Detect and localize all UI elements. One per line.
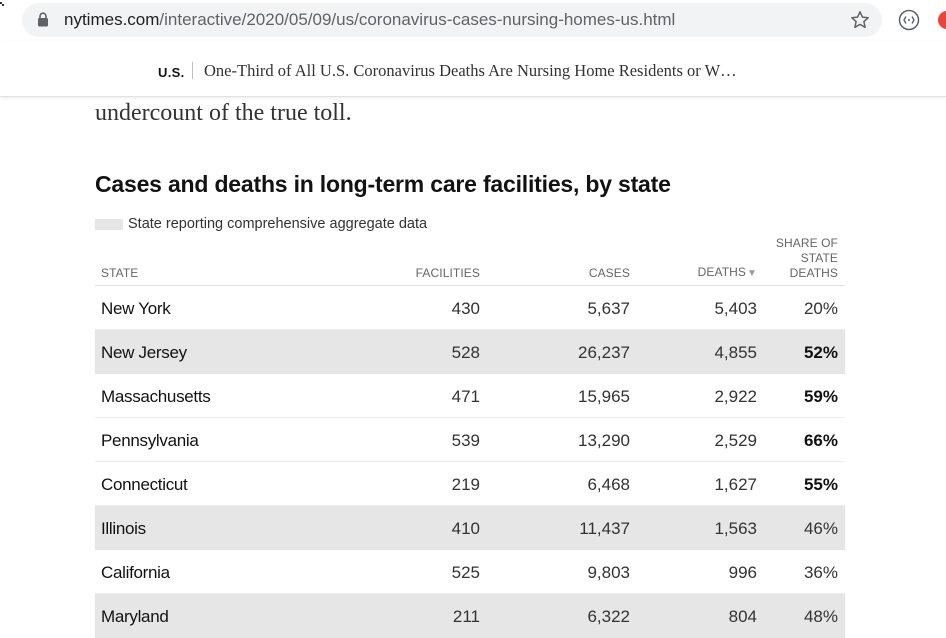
legend-swatch bbox=[95, 219, 123, 230]
url-text[interactable]: nytimes.com/interactive/2020/05/09/us/co… bbox=[64, 10, 675, 30]
table-row: Massachusetts 471 15,965 2,922 59% bbox=[95, 374, 845, 418]
cell-deaths: 5,403 bbox=[714, 299, 757, 318]
cell-share: 46% bbox=[803, 519, 838, 538]
cell-share: 48% bbox=[803, 607, 838, 626]
share-header-line3: DEATHS bbox=[789, 266, 838, 280]
url-path: /interactive/2020/05/09/us/coronavirus-c… bbox=[159, 10, 676, 29]
table-row: Maryland 211 6,322 804 48% bbox=[95, 594, 845, 638]
extension-icon[interactable] bbox=[898, 9, 920, 31]
column-header-state[interactable]: STATE bbox=[101, 266, 139, 280]
cell-cases: 13,290 bbox=[578, 431, 630, 450]
table-row: Illinois 410 11,437 1,563 46% bbox=[95, 506, 845, 550]
cell-cases: 6,322 bbox=[587, 607, 630, 626]
section-link[interactable]: U.S. bbox=[158, 65, 185, 80]
sort-down-icon: ▼ bbox=[747, 268, 757, 279]
table-row: New Jersey 528 26,237 4,855 52% bbox=[95, 330, 845, 374]
cell-deaths: 2,922 bbox=[714, 387, 757, 406]
nyt-sticky-header: U.S. One-Third of All U.S. Coronavirus D… bbox=[0, 41, 946, 97]
cell-facilities: 211 bbox=[452, 607, 480, 626]
cell-share: 59% bbox=[803, 387, 838, 406]
url-domain: nytimes.com bbox=[64, 10, 160, 29]
legend-label: State reporting comprehensive aggregate … bbox=[128, 216, 428, 232]
cell-facilities: 410 bbox=[451, 519, 480, 538]
table-row: Connecticut 219 6,468 1,627 55% bbox=[95, 462, 845, 506]
cell-deaths: 1,627 bbox=[714, 475, 757, 494]
cell-share: 20% bbox=[803, 299, 838, 318]
header-divider bbox=[192, 62, 193, 79]
cell-cases: 11,437 bbox=[579, 519, 630, 538]
column-header-share[interactable]: SHARE OF STATE DEATHS bbox=[768, 236, 838, 281]
article-headline: One-Third of All U.S. Coronavirus Deaths… bbox=[204, 61, 737, 80]
cell-share: 52% bbox=[803, 343, 838, 362]
cell-deaths: 1,563 bbox=[714, 519, 757, 538]
cell-state: New York bbox=[101, 299, 171, 318]
cell-share: 36% bbox=[803, 563, 838, 582]
cell-state: Illinois bbox=[101, 519, 146, 538]
cell-facilities: 539 bbox=[451, 431, 480, 450]
cell-deaths: 996 bbox=[728, 563, 757, 582]
cell-cases: 26,237 bbox=[578, 343, 630, 362]
cell-facilities: 471 bbox=[451, 387, 480, 406]
column-header-cases[interactable]: CASES bbox=[588, 266, 630, 280]
share-header-line1: SHARE OF bbox=[775, 236, 838, 250]
cell-facilities: 430 bbox=[451, 299, 480, 318]
column-header-facilities[interactable]: FACILITIES bbox=[415, 266, 480, 280]
bookmark-star-icon[interactable] bbox=[850, 10, 870, 30]
cell-cases: 15,965 bbox=[578, 387, 630, 406]
cell-cases: 9,803 bbox=[587, 563, 630, 582]
table-row: California 525 9,803 996 36% bbox=[95, 550, 845, 594]
table-body: New York 430 5,637 5,403 20% New Jersey 528 26,… bbox=[95, 286, 845, 638]
cell-facilities: 528 bbox=[451, 343, 480, 362]
table-title: Cases and deaths in long-term care facil… bbox=[95, 171, 671, 197]
column-header-deaths-label: DEATHS bbox=[697, 265, 746, 279]
cell-state: Connecticut bbox=[101, 475, 188, 494]
cell-deaths: 2,529 bbox=[714, 431, 757, 450]
cell-facilities: 219 bbox=[451, 475, 480, 494]
cell-state: New Jersey bbox=[101, 343, 187, 362]
browser-toolbar: nytimes.com/interactive/2020/05/09/us/co… bbox=[0, 0, 946, 41]
cell-share: 55% bbox=[803, 475, 838, 494]
cell-cases: 6,468 bbox=[587, 475, 630, 494]
table-row: Pennsylvania 539 13,290 2,529 66% bbox=[95, 418, 845, 462]
column-header-deaths[interactable]: DEATHS▼ bbox=[698, 265, 757, 281]
window-corner-icon bbox=[0, 2, 4, 6]
table-row: New York 430 5,637 5,403 20% bbox=[95, 286, 845, 330]
address-bar[interactable]: nytimes.com/interactive/2020/05/09/us/co… bbox=[22, 3, 882, 37]
table-header-row: STATE FACILITIES CASES DEATHS▼ SHARE OF S… bbox=[95, 232, 845, 286]
lock-icon[interactable] bbox=[37, 12, 49, 27]
extension-edge-icon[interactable] bbox=[936, 9, 946, 31]
cell-facilities: 525 bbox=[451, 563, 480, 582]
cell-share: 66% bbox=[803, 431, 838, 450]
cell-deaths: 4,855 bbox=[714, 343, 757, 362]
cell-deaths: 804 bbox=[728, 607, 757, 626]
cell-state: California bbox=[101, 563, 170, 582]
share-header-line2: STATE bbox=[800, 251, 838, 265]
cell-state: Pennsylvania bbox=[101, 431, 199, 450]
cell-state: Maryland bbox=[101, 607, 169, 626]
article-body-text: undercount of the true toll. bbox=[95, 100, 352, 126]
state-data-table: STATE FACILITIES CASES DEATHS▼ SHARE OF S… bbox=[95, 232, 845, 638]
cell-state: Massachusetts bbox=[101, 387, 211, 406]
cell-cases: 5,637 bbox=[587, 299, 630, 318]
